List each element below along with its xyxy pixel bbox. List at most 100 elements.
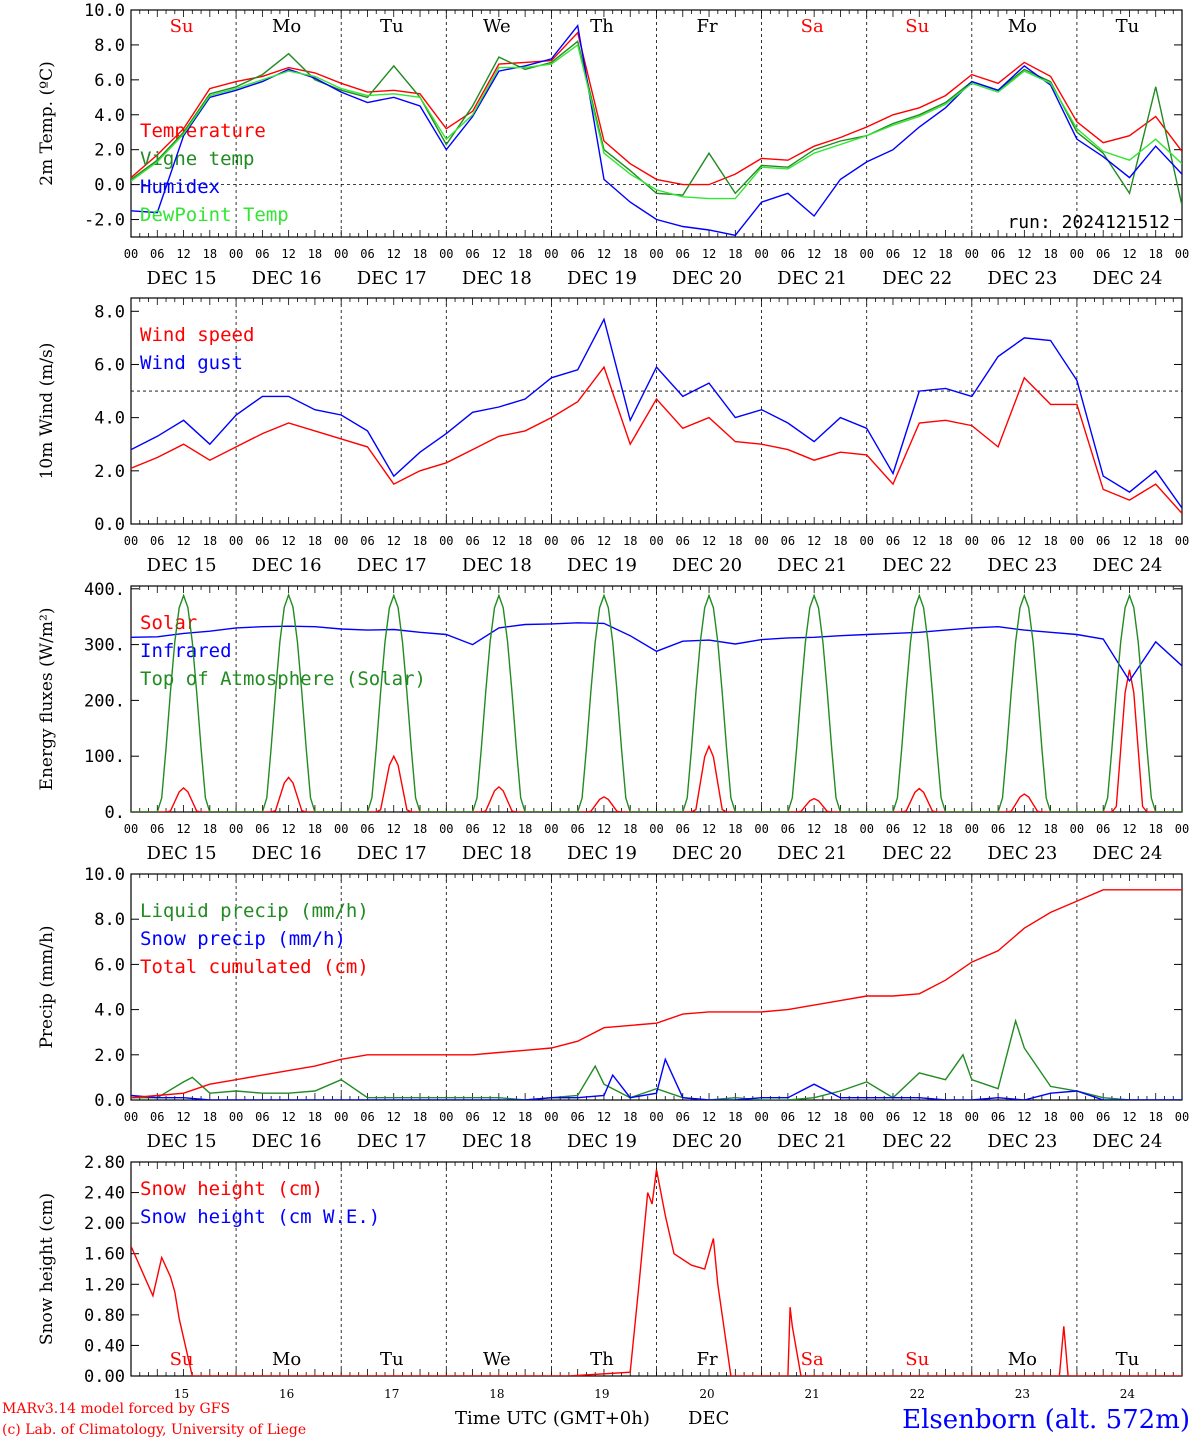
hour-tick-label: 18 xyxy=(413,822,427,836)
hour-tick-label: 18 xyxy=(623,247,637,261)
y-tick-label: 0.0 xyxy=(94,176,125,196)
hour-tick-label: 12 xyxy=(1017,1110,1031,1124)
legend-entry: Snow height (cm) xyxy=(140,1178,323,1200)
run-label: run: 2024121512 xyxy=(1007,212,1170,233)
hour-tick-label: 18 xyxy=(1043,534,1057,548)
date-label: DEC 21 xyxy=(777,843,847,864)
hour-tick-label: 06 xyxy=(1096,534,1110,548)
weekday-label: We xyxy=(483,1349,511,1370)
day-number-label: 21 xyxy=(805,1387,820,1401)
hour-tick-label: 00 xyxy=(649,247,663,261)
day-number-label: 23 xyxy=(1015,1387,1030,1401)
hour-tick-label: 12 xyxy=(492,1110,506,1124)
date-label: DEC 21 xyxy=(777,1131,847,1152)
hour-tick-label: 18 xyxy=(623,534,637,548)
hour-tick-label: 18 xyxy=(728,1110,742,1124)
hour-tick-label: 12 xyxy=(702,822,716,836)
date-label: DEC 24 xyxy=(1092,1131,1162,1152)
chart-panel-2: 0.0 2.0 4.0 6.0 8.0 10m Wind (m/s) 00 06 12 18 00 0… xyxy=(37,297,1189,576)
date-label: DEC 19 xyxy=(567,1131,637,1152)
hour-tick-label: 00 xyxy=(439,822,453,836)
hour-tick-label: 06 xyxy=(676,1110,690,1124)
y-axis-label: 2m Temp. (ºC) xyxy=(37,61,57,186)
hour-tick-label: 00 xyxy=(965,822,979,836)
y-tick-label: 0.40 xyxy=(84,1336,125,1356)
chart-panel-1: -2.0 0.0 2.0 4.0 6.0 8.0 10.0 2m Temp. (ºC) 00 06… xyxy=(37,1,1189,289)
weekday-label: Th xyxy=(590,16,614,37)
date-label: DEC 18 xyxy=(462,268,532,289)
hour-tick-label: 12 xyxy=(597,534,611,548)
y-tick-label: 400. xyxy=(84,580,125,600)
hour-tick-label: 18 xyxy=(623,822,637,836)
hour-tick-label: 18 xyxy=(938,534,952,548)
date-label: DEC 21 xyxy=(777,268,847,289)
series-line xyxy=(131,592,1182,812)
date-label: DEC 22 xyxy=(882,555,952,576)
hour-tick-label: 12 xyxy=(702,534,716,548)
hour-tick-label: 12 xyxy=(492,247,506,261)
date-label: DEC 15 xyxy=(147,843,217,864)
hour-tick-label: 00 xyxy=(754,1110,768,1124)
date-label: DEC 22 xyxy=(882,268,952,289)
legend-entry: Total cumulated (cm) xyxy=(140,956,369,978)
hour-tick-label: 18 xyxy=(203,822,217,836)
date-label: DEC 16 xyxy=(252,268,322,289)
date-label: DEC 17 xyxy=(357,843,427,864)
hour-tick-label: 18 xyxy=(938,822,952,836)
hour-tick-label: 06 xyxy=(781,1110,795,1124)
hour-tick-label: 06 xyxy=(255,534,269,548)
hour-tick-label: 18 xyxy=(308,1110,322,1124)
hour-tick-label: 18 xyxy=(308,822,322,836)
hour-tick-label: 18 xyxy=(203,247,217,261)
weekday-label: Tu xyxy=(1116,16,1140,37)
hour-tick-label: 00 xyxy=(1175,247,1189,261)
hour-tick-label: 12 xyxy=(387,1110,401,1124)
hour-tick-label: 12 xyxy=(1017,247,1031,261)
hour-tick-label: 18 xyxy=(413,247,427,261)
hour-tick-label: 00 xyxy=(229,1110,243,1124)
hour-tick-label: 00 xyxy=(439,1110,453,1124)
hour-tick-label: 06 xyxy=(465,534,479,548)
date-label: DEC 18 xyxy=(462,555,532,576)
hour-tick-label: 12 xyxy=(807,822,821,836)
date-label: DEC 20 xyxy=(672,1131,742,1152)
hour-tick-label: 12 xyxy=(176,822,190,836)
weekday-label: Fr xyxy=(697,1349,718,1370)
day-number-label: 24 xyxy=(1120,1387,1136,1401)
date-label: DEC 24 xyxy=(1092,843,1162,864)
hour-tick-label: 12 xyxy=(912,822,926,836)
hour-tick-label: 18 xyxy=(833,247,847,261)
hour-tick-label: 00 xyxy=(649,1110,663,1124)
hour-tick-label: 06 xyxy=(1096,247,1110,261)
date-label: DEC 24 xyxy=(1092,555,1162,576)
weekday-label: Tu xyxy=(1116,1349,1140,1370)
hour-tick-label: 00 xyxy=(229,247,243,261)
date-label: DEC 24 xyxy=(1092,268,1162,289)
y-tick-label: 0.00 xyxy=(84,1367,125,1387)
hour-tick-label: 18 xyxy=(1148,822,1162,836)
y-tick-label: 1.60 xyxy=(84,1245,125,1265)
y-tick-label: 4.0 xyxy=(94,409,125,429)
hour-tick-label: 18 xyxy=(518,822,532,836)
series-line xyxy=(131,365,1182,514)
hour-tick-label: 00 xyxy=(229,534,243,548)
hour-tick-label: 00 xyxy=(124,247,138,261)
hour-tick-label: 12 xyxy=(1017,534,1031,548)
hour-tick-label: 06 xyxy=(781,247,795,261)
hour-tick-label: 06 xyxy=(991,534,1005,548)
hour-tick-label: 00 xyxy=(1070,247,1084,261)
footer-model: MARv3.14 model forced by GFS xyxy=(2,1401,230,1417)
y-tick-label: 2.0 xyxy=(94,1046,125,1066)
hour-tick-label: 06 xyxy=(570,822,584,836)
legend-entry: Top of Atmosphere (Solar) xyxy=(140,668,426,690)
hour-tick-label: 06 xyxy=(886,534,900,548)
weekday-label: Mo xyxy=(1008,16,1037,37)
hour-tick-label: 18 xyxy=(203,1110,217,1124)
hour-tick-label: 12 xyxy=(281,822,295,836)
weekday-label: Tu xyxy=(380,16,404,37)
weekday-label: Su xyxy=(905,1349,929,1370)
hour-tick-label: 12 xyxy=(597,1110,611,1124)
hour-tick-label: 12 xyxy=(597,247,611,261)
hour-tick-label: 06 xyxy=(150,822,164,836)
hour-tick-label: 00 xyxy=(1070,1110,1084,1124)
